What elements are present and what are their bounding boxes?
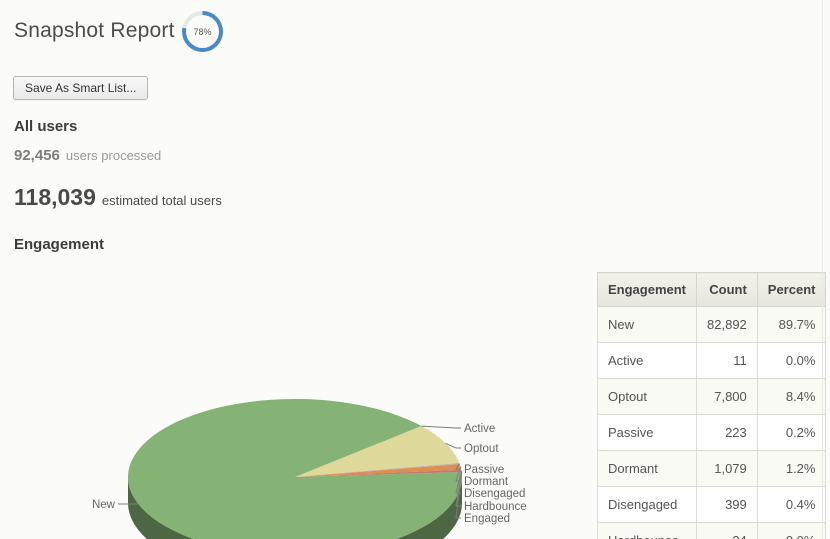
table-cell: Optout (596, 378, 698, 415)
pie-slice-dormant (295, 464, 462, 477)
pie-leader-line (455, 463, 461, 470)
table-row: Disengaged 399 0.4% (596, 486, 827, 523)
pie-label-active: Active (464, 423, 495, 435)
engagement-pie-chart: Active Optout PassiveDormantDisengagedHard… (92, 399, 527, 539)
pie-label-engaged: Engaged (464, 513, 510, 525)
table-row: Passive 223 0.2% (596, 414, 827, 451)
estimated-total-count: 118,039 (14, 184, 96, 210)
users-processed-label: users processed (65, 148, 162, 163)
engagement-table: Engagement Count Percent New 82,892 89.7% Acti… (596, 272, 827, 539)
table-cell: Disengaged (596, 486, 698, 523)
pie-label-optout: Optout (464, 443, 499, 455)
content-right-border (822, 0, 823, 539)
table-cell: 0.0% (756, 522, 827, 539)
estimated-total-label: estimated total users (101, 193, 222, 208)
table-header-cell: Engagement (596, 272, 698, 307)
table-header-cell: Percent (756, 272, 827, 307)
table-cell: Hardbounce (596, 522, 698, 539)
pie-slice-passive (295, 462, 460, 477)
table-cell: 89.7% (756, 306, 827, 343)
table-cell: 34 (696, 522, 758, 539)
engagement-heading: Engagement (14, 236, 105, 253)
pie-slice-new (128, 399, 462, 539)
table-header-cell: Count (696, 272, 758, 307)
pie-label-dormant: Dormant (464, 476, 509, 488)
table-row: Hardbounce340.0% (596, 522, 827, 539)
pie-slice-optout (295, 426, 460, 477)
pie-leader-line (421, 425, 461, 429)
table-row: New 82,892 89.7% (596, 306, 827, 343)
pie-leader-line (455, 472, 463, 519)
pie-label-new: New (92, 499, 116, 511)
table-row: Optout 7,800 8.4% (596, 378, 827, 415)
pie-label-hardbounce: Hardbounce (464, 501, 527, 513)
save-as-smart-list-button[interactable]: Save As Smart List... (13, 76, 149, 100)
pie-label-passive: Passive (464, 464, 504, 476)
progress-percent: 78% (186, 15, 219, 48)
pie-leader-line (445, 442, 461, 449)
table-cell: 82,892 (696, 306, 758, 343)
pie-leader-line (455, 471, 463, 507)
table-cell: 1,079 (696, 450, 758, 487)
table-cell: 11 (696, 342, 758, 379)
users-processed-stat: 92,456 users processed (14, 147, 161, 164)
table-cell: 8.4% (756, 378, 827, 415)
table-row: Active 11 0.0% (596, 342, 827, 379)
progress-ring: 78% (182, 11, 223, 52)
table-cell: Active (596, 342, 698, 379)
table-cell: 0.4% (756, 486, 827, 523)
estimated-total-stat: 118,039 estimated total users (14, 184, 222, 211)
table-cell: New (596, 306, 698, 343)
table-cell: 0.2% (756, 414, 827, 451)
page-title: Snapshot Report (14, 19, 175, 42)
pie-slice-hardbounce (295, 471, 462, 477)
all-users-heading: All users (14, 118, 78, 135)
table-cell: 0.0% (756, 342, 827, 379)
pie-slice-disengaged (295, 469, 462, 477)
table-cell: Passive (596, 414, 698, 451)
table-cell: 7,800 (696, 378, 758, 415)
pie-side (128, 477, 462, 539)
table-cell: 223 (696, 414, 758, 451)
table-row: Dormant 1,079 1.2% (596, 450, 827, 487)
table-cell: 1.2% (756, 450, 827, 487)
users-processed-count: 92,456 (14, 147, 60, 164)
table-cell: 399 (696, 486, 758, 523)
pie-label-disengaged: Disengaged (464, 488, 525, 500)
table-header-row: Engagement Count Percent (596, 272, 827, 307)
table-cell: Dormant (596, 450, 698, 487)
